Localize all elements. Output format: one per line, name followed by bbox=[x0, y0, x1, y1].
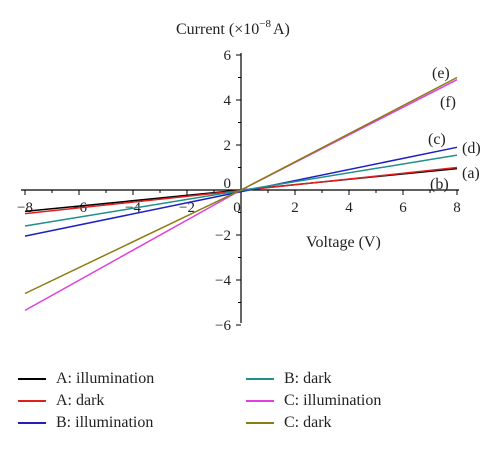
legend-item: B: dark bbox=[246, 368, 332, 390]
legend-item: C: dark bbox=[246, 412, 332, 434]
x-tick-label: 6 bbox=[399, 200, 407, 216]
legend-label: C: illumination bbox=[284, 392, 382, 409]
y-axis-exponent: −8 bbox=[259, 18, 271, 30]
legend-item: A: dark bbox=[18, 390, 104, 412]
y-tick-label: −6 bbox=[215, 318, 231, 334]
x-tick-label: −8 bbox=[17, 200, 33, 216]
y-axis-title: Current (×10−8 A) bbox=[176, 18, 290, 38]
curve-label: (e) bbox=[432, 65, 450, 82]
curve-label: (d) bbox=[462, 140, 481, 157]
x-axis-title: Voltage (V) bbox=[306, 234, 381, 251]
legend-swatch bbox=[18, 378, 46, 380]
legend-item: A: illumination bbox=[18, 368, 154, 390]
curve-label: (b) bbox=[430, 176, 449, 193]
axes bbox=[21, 53, 459, 323]
x-tick-label: 8 bbox=[453, 200, 461, 216]
curve-labels: (e) (f) (c) (d) (a) (b) bbox=[428, 65, 481, 193]
curve-label: (a) bbox=[462, 165, 480, 182]
y-tick-label: −2 bbox=[215, 228, 231, 244]
legend-label: B: dark bbox=[284, 370, 332, 387]
x-tick-label: 0 bbox=[233, 200, 241, 216]
legend-swatch bbox=[18, 422, 46, 424]
legend-swatch bbox=[246, 400, 274, 402]
y-tick-label: 6 bbox=[224, 48, 232, 64]
legend-label: C: dark bbox=[284, 414, 332, 431]
legend-item: B: illumination bbox=[18, 412, 153, 434]
x-tick-label: 4 bbox=[345, 200, 353, 216]
legend-label: B: illumination bbox=[56, 414, 154, 431]
legend-swatch bbox=[246, 422, 274, 424]
x-tick-label: 2 bbox=[291, 200, 299, 216]
y-tick-label: 4 bbox=[224, 93, 232, 109]
curve-label: (c) bbox=[428, 131, 446, 148]
legend: A: illumination A: dark B: illumination … bbox=[0, 360, 500, 452]
legend-label: A: illumination bbox=[56, 370, 155, 387]
y-tick-label: 2 bbox=[224, 138, 232, 154]
legend-label: A: dark bbox=[56, 392, 105, 409]
series-line bbox=[24, 146, 458, 237]
legend-item: C: illumination bbox=[246, 390, 381, 412]
series-line bbox=[24, 76, 458, 295]
curve-label: (f) bbox=[440, 94, 456, 111]
legend-swatch bbox=[18, 400, 46, 402]
y-tick-label: 0 bbox=[224, 176, 232, 192]
y-tick-label: −4 bbox=[215, 273, 231, 289]
series-lines bbox=[24, 76, 458, 312]
legend-swatch bbox=[246, 378, 274, 380]
